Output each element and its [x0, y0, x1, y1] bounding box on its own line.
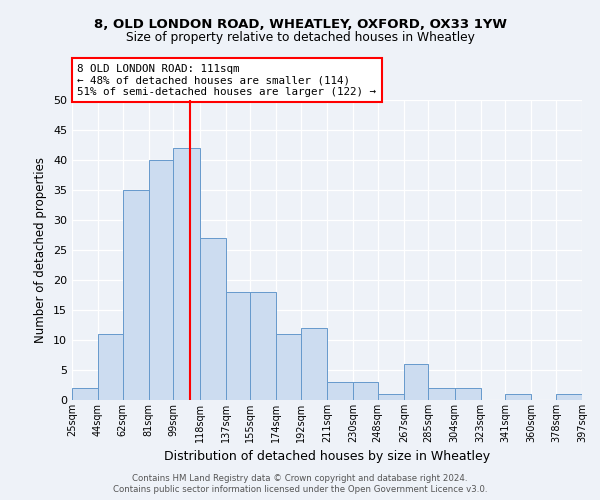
Bar: [149, 160, 173, 400]
Bar: [199, 238, 226, 400]
Bar: [226, 292, 250, 400]
Bar: [72, 388, 98, 400]
Bar: [428, 388, 455, 400]
Bar: [327, 382, 353, 400]
Text: 8 OLD LONDON ROAD: 111sqm
← 48% of detached houses are smaller (114)
51% of semi: 8 OLD LONDON ROAD: 111sqm ← 48% of detac…: [77, 64, 376, 97]
X-axis label: Distribution of detached houses by size in Wheatley: Distribution of detached houses by size …: [164, 450, 490, 464]
Text: Size of property relative to detached houses in Wheatley: Size of property relative to detached ho…: [125, 31, 475, 44]
Bar: [173, 148, 200, 400]
Bar: [276, 334, 301, 400]
Bar: [556, 394, 582, 400]
Bar: [505, 394, 531, 400]
Text: Contains HM Land Registry data © Crown copyright and database right 2024.: Contains HM Land Registry data © Crown c…: [132, 474, 468, 483]
Text: 8, OLD LONDON ROAD, WHEATLEY, OXFORD, OX33 1YW: 8, OLD LONDON ROAD, WHEATLEY, OXFORD, OX…: [94, 18, 506, 30]
Bar: [98, 334, 123, 400]
Bar: [455, 388, 481, 400]
Bar: [301, 328, 327, 400]
Bar: [378, 394, 404, 400]
Bar: [250, 292, 276, 400]
Bar: [353, 382, 378, 400]
Text: Contains public sector information licensed under the Open Government Licence v3: Contains public sector information licen…: [113, 485, 487, 494]
Y-axis label: Number of detached properties: Number of detached properties: [34, 157, 47, 343]
Bar: [404, 364, 428, 400]
Bar: [123, 190, 149, 400]
